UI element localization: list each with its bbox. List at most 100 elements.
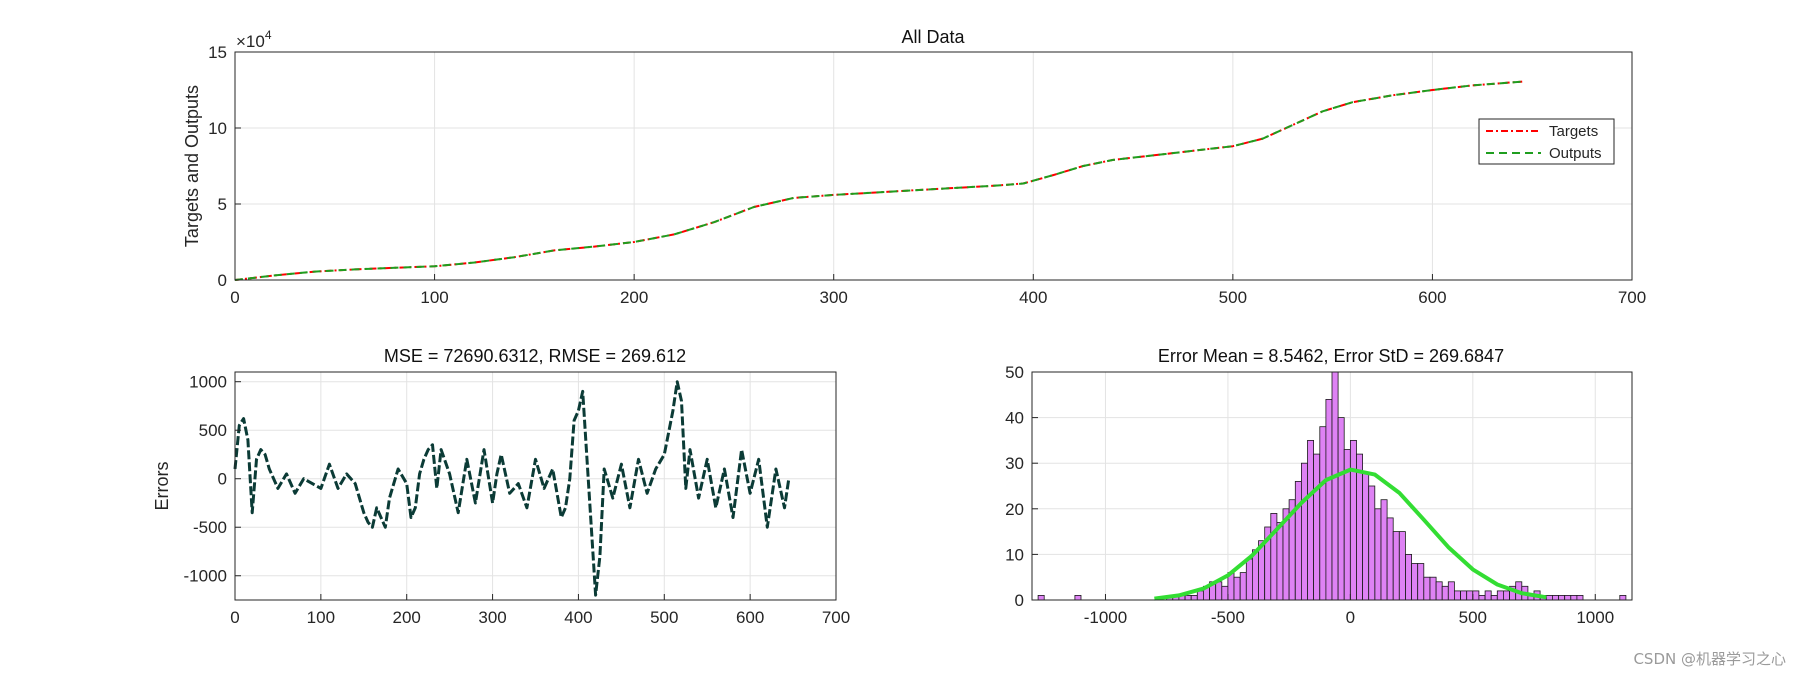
chart-title: Error Mean = 8.5462, Error StD = 269.684… xyxy=(1158,346,1504,366)
y-tick-label: 500 xyxy=(199,421,227,440)
histogram-bar xyxy=(1405,554,1412,601)
histogram-bar xyxy=(1466,590,1474,601)
plot-area xyxy=(235,372,836,600)
histogram-bar xyxy=(1362,471,1370,601)
y-tick-label: -1000 xyxy=(184,567,227,586)
histogram-bar xyxy=(1270,513,1278,601)
histogram-bar xyxy=(1276,522,1284,601)
histogram-bar xyxy=(1460,590,1468,601)
y-tick-label: 0 xyxy=(218,470,227,489)
x-tick-label: -500 xyxy=(1211,608,1245,627)
histogram-bar xyxy=(1545,595,1553,601)
histogram-bar xyxy=(1447,581,1455,601)
legend: Targets Outputs xyxy=(1478,118,1615,165)
histogram-bar xyxy=(1252,549,1259,601)
histogram-bar xyxy=(1454,590,1461,601)
histogram-bar xyxy=(1337,417,1345,601)
histogram-bar xyxy=(1490,595,1498,601)
histogram-bar xyxy=(1245,558,1253,601)
y-tick-label: 1000 xyxy=(189,373,227,392)
series-line-outputs xyxy=(234,80,1523,281)
x-tick-label: 200 xyxy=(620,288,648,307)
axes-frame xyxy=(234,51,1633,281)
histogram-bar xyxy=(1392,531,1400,601)
series-line-errors xyxy=(233,380,791,597)
histogram-bar xyxy=(1558,595,1565,601)
series-lines xyxy=(234,80,1523,281)
x-tick-label: 0 xyxy=(230,288,239,307)
histogram-bar xyxy=(1221,585,1229,601)
y-tick-label: 50 xyxy=(1005,363,1024,382)
histogram-bar xyxy=(1239,572,1247,601)
histogram-bar xyxy=(1074,595,1082,601)
histogram-bar xyxy=(1356,453,1363,601)
histogram-bar xyxy=(1619,595,1627,601)
x-tick-label: 200 xyxy=(393,608,421,627)
x-tick-label: 600 xyxy=(736,608,764,627)
series-lines xyxy=(233,380,791,597)
histogram-bar xyxy=(1331,371,1339,601)
histogram-bar xyxy=(1215,581,1223,601)
x-tick-label: 700 xyxy=(822,608,850,627)
all-data-panel: 0 100 200 300 400 500 600 700 0 5 10 15 All Data T… xyxy=(182,27,1646,307)
x-tick-label: 400 xyxy=(1019,288,1047,307)
histogram-bar xyxy=(1503,590,1510,601)
histogram-bar xyxy=(1429,576,1437,601)
chart-title: All Data xyxy=(901,27,965,47)
histogram-panel: -1000 -500 0 500 1000 0 10 20 30 40 50 Error Mean… xyxy=(1005,346,1633,627)
histogram-bar xyxy=(1350,439,1357,601)
y-tick-label: 15 xyxy=(208,43,227,62)
y-tick-label: 10 xyxy=(1005,545,1024,564)
x-tick-label: 600 xyxy=(1418,288,1446,307)
legend-label-targets: Targets xyxy=(1549,123,1598,140)
axes-frame xyxy=(234,371,837,601)
histogram-bar xyxy=(1417,563,1425,601)
x-tick-label: 100 xyxy=(307,608,335,627)
x-tick-label: 300 xyxy=(478,608,506,627)
histogram-bar xyxy=(1552,595,1559,601)
legend-label-outputs: Outputs xyxy=(1549,145,1602,162)
histogram-bar xyxy=(1325,398,1333,601)
y-tick-label: 0 xyxy=(218,271,227,290)
histogram-bar xyxy=(1564,595,1572,601)
y-tick-label: 0 xyxy=(1015,591,1024,610)
y-axis-exponent: ×104 xyxy=(236,28,272,51)
histogram-bar xyxy=(1435,581,1443,601)
normal-fit-curve xyxy=(1154,467,1547,601)
x-tick-label: 1000 xyxy=(1576,608,1614,627)
histogram-bars xyxy=(1037,371,1627,601)
x-tick-label: 0 xyxy=(1346,608,1355,627)
errors-panel: 0 100 200 300 400 500 600 700 -1000 -500 0 500 1000… xyxy=(152,346,850,627)
plot-area xyxy=(235,52,1632,280)
y-tick-label: 10 xyxy=(208,119,227,138)
y-tick-label: 20 xyxy=(1005,500,1024,519)
x-tick-label: -1000 xyxy=(1084,608,1127,627)
x-tick-label: 500 xyxy=(1459,608,1487,627)
histogram-bar xyxy=(1576,595,1584,601)
histogram-bar xyxy=(1570,595,1578,601)
histogram-bar xyxy=(1380,499,1388,601)
histogram-bar xyxy=(1313,453,1321,601)
histogram-bar xyxy=(1319,426,1327,601)
x-tick-labels: 0 100 200 300 400 500 600 700 xyxy=(230,274,1646,307)
axes-frame xyxy=(1031,371,1633,601)
y-tick-labels: 0 5 10 15 xyxy=(208,43,241,290)
x-tick-label: 400 xyxy=(564,608,592,627)
histogram-bar xyxy=(1478,595,1486,601)
x-tick-labels: -1000 -500 0 500 1000 xyxy=(1084,594,1614,627)
x-tick-label: 100 xyxy=(420,288,448,307)
histogram-bar xyxy=(1484,590,1492,601)
y-tick-label: -500 xyxy=(193,518,227,537)
histogram-bar xyxy=(1307,439,1314,601)
histogram-bar xyxy=(1411,563,1419,601)
x-tick-label: 300 xyxy=(820,288,848,307)
histogram-bar xyxy=(1423,576,1431,601)
y-axis-label: Targets and Outputs xyxy=(182,85,202,247)
histogram-bar xyxy=(1441,585,1449,601)
y-tick-label: 40 xyxy=(1005,409,1024,428)
histogram-bar xyxy=(1301,462,1308,601)
histogram-bar xyxy=(1374,508,1382,601)
histogram-bar xyxy=(1496,590,1504,601)
histogram-bar xyxy=(1368,485,1376,601)
